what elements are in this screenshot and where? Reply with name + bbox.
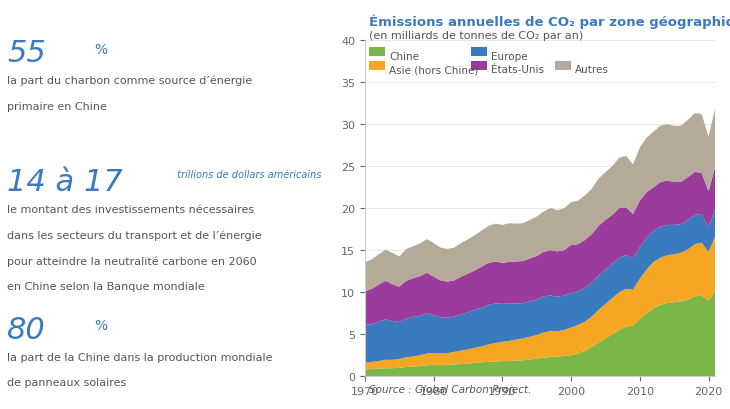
- Text: Europe: Europe: [491, 52, 528, 61]
- Text: 80: 80: [7, 315, 46, 344]
- Text: de panneaux solaires: de panneaux solaires: [7, 378, 126, 387]
- Text: en Chine selon la Banque mondiale: en Chine selon la Banque mondiale: [7, 282, 205, 292]
- Text: trillions de dollars américains: trillions de dollars américains: [174, 169, 322, 180]
- Text: Source : Global Carbon Project.: Source : Global Carbon Project.: [369, 384, 531, 394]
- Text: la part de la Chine dans la production mondiale: la part de la Chine dans la production m…: [7, 352, 273, 362]
- Text: %: %: [94, 319, 107, 333]
- Text: dans les secteurs du transport et de l’énergie: dans les secteurs du transport et de l’é…: [7, 230, 262, 241]
- Text: États-Unis: États-Unis: [491, 65, 545, 75]
- Text: Autres: Autres: [575, 65, 609, 75]
- Text: %: %: [94, 43, 107, 56]
- Text: primaire en Chine: primaire en Chine: [7, 101, 107, 111]
- Text: (en milliards de tonnes de CO₂ par an): (en milliards de tonnes de CO₂ par an): [369, 31, 583, 40]
- Text: pour atteindre la neutralité carbone en 2060: pour atteindre la neutralité carbone en …: [7, 256, 257, 267]
- Text: Chine: Chine: [389, 52, 419, 61]
- Text: la part du charbon comme source d’énergie: la part du charbon comme source d’énergi…: [7, 76, 253, 86]
- Text: Asie (hors Chine): Asie (hors Chine): [389, 65, 478, 75]
- Text: 55: 55: [7, 39, 46, 68]
- Text: le montant des investissements nécessaires: le montant des investissements nécessair…: [7, 204, 255, 214]
- Text: Émissions annuelles de CO₂ par zone géographique: Émissions annuelles de CO₂ par zone géog…: [369, 14, 730, 29]
- Text: 14 à 17: 14 à 17: [7, 168, 123, 197]
